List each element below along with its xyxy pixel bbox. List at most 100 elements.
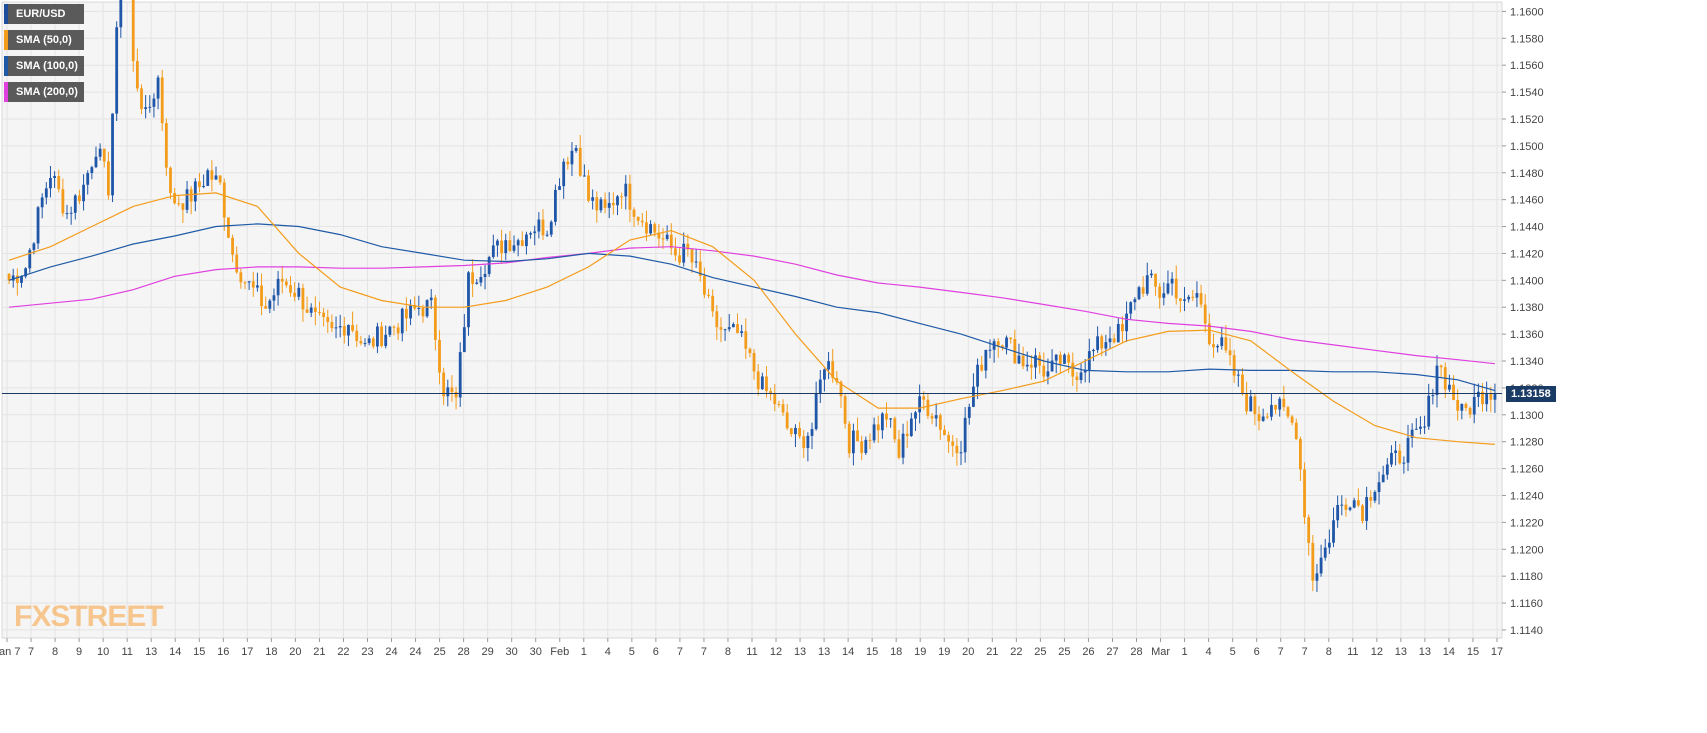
candle-body	[1075, 376, 1079, 380]
x-tick-label: 1	[581, 646, 587, 658]
candle-body	[214, 175, 218, 180]
x-tick-label: 4	[605, 646, 611, 658]
candle-body	[1299, 439, 1302, 470]
candle-body	[516, 240, 520, 246]
candle-body	[1356, 500, 1360, 506]
candle-body	[438, 339, 441, 373]
candle-body	[852, 430, 855, 454]
candle-body	[765, 376, 768, 392]
candle-body	[1439, 365, 1443, 368]
candle-body	[471, 272, 475, 284]
candle-body	[943, 429, 946, 436]
y-tick-label: 1.1300	[1510, 410, 1544, 422]
y-tick-label: 1.1200	[1510, 544, 1544, 556]
legend-label: EUR/USD	[16, 8, 66, 20]
candle-body	[1452, 384, 1455, 400]
candle-body	[1100, 336, 1104, 349]
x-tick-label: 10	[97, 646, 109, 658]
candle-body	[674, 248, 677, 256]
candle-body	[1431, 395, 1435, 397]
candle-body	[777, 403, 781, 405]
x-tick-label: 8	[52, 646, 58, 658]
candle-body	[202, 185, 205, 187]
candle-body	[1460, 403, 1464, 411]
candle-body	[293, 292, 297, 297]
legend-item-eurusd[interactable]: EUR/USD	[4, 4, 84, 24]
candle-body	[1067, 354, 1071, 363]
candle-body	[624, 183, 628, 197]
candle-body	[429, 297, 433, 301]
last-price-label: 1.13158	[1506, 385, 1556, 402]
candle-body	[1476, 391, 1480, 397]
candle-body	[628, 183, 632, 210]
candle-body	[1195, 293, 1199, 298]
candle-body	[864, 439, 868, 453]
candle-body	[835, 377, 839, 382]
candle-body	[976, 364, 979, 387]
candle-body	[653, 224, 657, 233]
candle-body	[102, 148, 106, 162]
candle-body	[872, 424, 876, 441]
candle-body	[616, 196, 619, 206]
candle-body	[1029, 364, 1033, 368]
y-tick-label: 1.1400	[1510, 275, 1544, 287]
x-tick-label: 4	[1206, 646, 1212, 658]
candle-body	[251, 281, 255, 288]
x-tick-label: 16	[217, 646, 229, 658]
candle-body	[231, 237, 234, 255]
x-tick-label: 7	[1302, 646, 1308, 658]
candle-body	[1369, 497, 1373, 501]
candle-body	[785, 412, 789, 429]
candle-body	[823, 369, 826, 380]
x-tick-label: 15	[193, 646, 205, 658]
x-tick-label: 18	[265, 646, 277, 658]
x-tick-label: Jan 7	[0, 646, 20, 658]
candle-body	[148, 106, 152, 108]
x-tick-label: 19	[914, 646, 926, 658]
candle-body	[413, 304, 417, 309]
candle-body	[934, 415, 938, 419]
candle-body	[222, 182, 226, 218]
candle-body	[425, 300, 429, 317]
candle-body	[1464, 403, 1468, 408]
candle-body	[131, 0, 135, 62]
candle-body	[1361, 505, 1364, 521]
candle-body	[260, 285, 263, 307]
candle-body	[400, 308, 404, 334]
candle-body	[297, 287, 301, 297]
candle-body	[36, 207, 40, 244]
candle-body	[1427, 395, 1431, 427]
x-tick-label: 25	[1034, 646, 1046, 658]
candle-body	[1311, 542, 1315, 581]
candle-body	[1265, 416, 1269, 418]
candle-body	[82, 184, 85, 202]
candle-body	[806, 435, 810, 449]
legend-item-sma100[interactable]: SMA (100,0)	[4, 56, 84, 76]
legend-item-sma50[interactable]: SMA (50,0)	[4, 30, 84, 50]
candle-body	[897, 439, 901, 458]
candle-body	[409, 304, 412, 319]
moving-averages	[8, 192, 1496, 445]
candle-body	[640, 220, 644, 223]
x-tick-label: 13	[1419, 646, 1431, 658]
candle-body	[24, 268, 28, 277]
x-tick-label: 17	[1491, 646, 1503, 658]
y-tick-label: 1.1180	[1510, 571, 1543, 583]
y-tick-label: 1.1140	[1510, 625, 1543, 637]
x-tick-label: Mar	[1151, 646, 1170, 658]
legend-item-sma200[interactable]: SMA (200,0)	[4, 82, 84, 102]
candle-body	[984, 349, 988, 371]
candle-body	[322, 312, 326, 318]
candle-body	[1207, 323, 1211, 345]
candle-body	[1050, 360, 1054, 372]
candle-body	[405, 308, 408, 319]
candle-body	[1385, 464, 1389, 475]
candle-body	[1249, 396, 1253, 412]
candle-body	[1191, 296, 1195, 298]
candle-body	[235, 254, 239, 273]
candle-body	[284, 281, 288, 286]
candle-body	[1402, 462, 1406, 464]
candle-body	[115, 27, 119, 114]
